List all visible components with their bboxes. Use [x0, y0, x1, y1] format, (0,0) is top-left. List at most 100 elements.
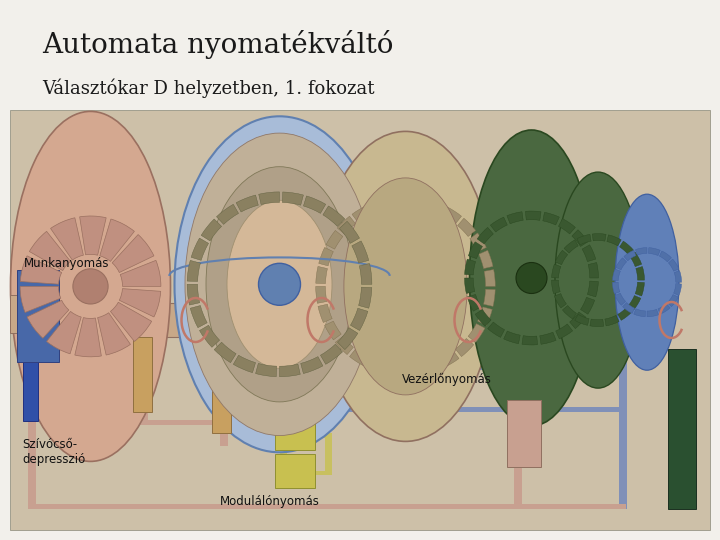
Bar [17, 269, 59, 362]
Wedge shape [47, 312, 81, 354]
Wedge shape [615, 293, 626, 305]
Bar [212, 358, 231, 434]
Wedge shape [616, 258, 626, 270]
Wedge shape [470, 233, 487, 252]
Wedge shape [80, 216, 106, 255]
Wedge shape [187, 260, 200, 281]
Wedge shape [468, 323, 485, 342]
Wedge shape [570, 312, 586, 329]
Wedge shape [120, 289, 161, 317]
Wedge shape [236, 195, 258, 212]
Bar [274, 416, 315, 450]
Wedge shape [389, 197, 405, 208]
Bar [140, 291, 148, 425]
Ellipse shape [185, 133, 374, 435]
Wedge shape [607, 235, 621, 246]
Bar [279, 471, 332, 475]
Ellipse shape [227, 200, 332, 368]
Wedge shape [316, 286, 327, 303]
Wedge shape [484, 269, 495, 286]
Text: Modulálónyomás: Modulálónyomás [220, 495, 320, 508]
Ellipse shape [469, 130, 593, 426]
Bar [10, 110, 710, 530]
Wedge shape [479, 251, 493, 268]
Wedge shape [556, 324, 572, 339]
Bar [220, 504, 626, 509]
Wedge shape [27, 300, 69, 338]
Wedge shape [458, 218, 476, 237]
Wedge shape [647, 309, 659, 317]
Wedge shape [582, 245, 595, 261]
Ellipse shape [555, 172, 641, 388]
Wedge shape [120, 260, 161, 286]
Wedge shape [613, 269, 621, 281]
Wedge shape [588, 262, 598, 278]
Ellipse shape [206, 167, 353, 402]
Wedge shape [559, 219, 575, 234]
Wedge shape [660, 251, 672, 262]
Wedge shape [526, 211, 541, 220]
Wedge shape [564, 240, 578, 253]
Bar [10, 295, 38, 333]
Wedge shape [98, 313, 130, 355]
Wedge shape [619, 241, 634, 255]
Bar [274, 454, 315, 488]
Text: Munkanyomás: Munkanyomás [24, 258, 109, 271]
Wedge shape [20, 286, 60, 313]
Wedge shape [320, 344, 343, 365]
Bar [619, 358, 627, 509]
Wedge shape [301, 356, 323, 374]
Wedge shape [199, 325, 220, 347]
Wedge shape [552, 264, 561, 278]
Wedge shape [555, 250, 567, 265]
Bar [220, 312, 228, 446]
Bar [132, 337, 152, 413]
Wedge shape [658, 303, 670, 314]
Wedge shape [366, 359, 385, 373]
Bar [27, 291, 36, 509]
Bar [514, 383, 523, 509]
Wedge shape [423, 360, 441, 374]
Wedge shape [282, 192, 303, 205]
Wedge shape [649, 248, 660, 255]
Wedge shape [405, 365, 423, 376]
Wedge shape [336, 336, 354, 355]
Wedge shape [667, 295, 678, 307]
Wedge shape [30, 231, 71, 271]
Wedge shape [20, 256, 62, 284]
Wedge shape [352, 241, 369, 263]
Wedge shape [303, 196, 325, 213]
Wedge shape [674, 271, 682, 282]
Wedge shape [629, 252, 642, 267]
Wedge shape [613, 282, 620, 294]
Wedge shape [464, 278, 474, 293]
Wedge shape [543, 212, 559, 225]
Wedge shape [443, 207, 462, 224]
Wedge shape [552, 280, 560, 294]
Wedge shape [477, 307, 492, 325]
Wedge shape [477, 227, 493, 244]
Wedge shape [408, 197, 426, 208]
Wedge shape [75, 318, 102, 357]
Wedge shape [624, 250, 636, 261]
Bar [276, 407, 626, 413]
Wedge shape [319, 247, 333, 266]
Wedge shape [279, 364, 300, 377]
Wedge shape [187, 284, 199, 305]
Wedge shape [256, 363, 276, 376]
Wedge shape [359, 264, 372, 284]
Bar [276, 362, 284, 413]
Wedge shape [214, 342, 236, 363]
Bar [279, 434, 332, 437]
Bar [619, 320, 627, 370]
Bar [27, 288, 146, 293]
Wedge shape [674, 284, 682, 295]
Wedge shape [507, 212, 523, 224]
Ellipse shape [615, 194, 679, 370]
Ellipse shape [174, 116, 384, 453]
Wedge shape [190, 306, 207, 328]
Wedge shape [562, 306, 577, 319]
Wedge shape [635, 282, 644, 296]
Bar [507, 400, 541, 467]
Wedge shape [349, 349, 368, 366]
